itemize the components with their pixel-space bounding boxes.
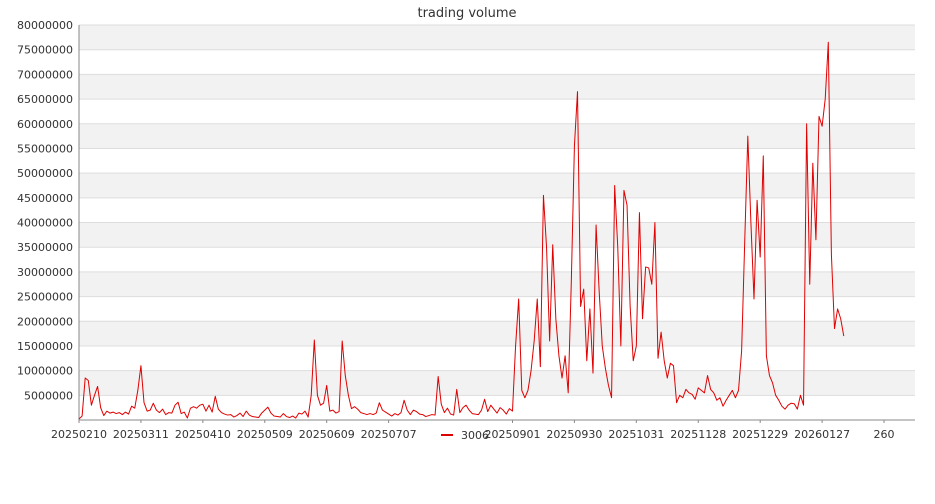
y-tick-label: 10000000 xyxy=(17,365,73,378)
x-tick-label: 20260127 xyxy=(794,428,850,441)
x-tick-label: 20250707 xyxy=(361,428,417,441)
y-tick-label: 5000000 xyxy=(24,389,73,402)
plot-band xyxy=(79,370,915,396)
x-tick-label: 20251031 xyxy=(608,428,664,441)
legend: 3006 xyxy=(441,429,489,442)
plot-band xyxy=(79,123,915,149)
x-tick-label: 20251229 xyxy=(732,428,788,441)
y-tick-label: 40000000 xyxy=(17,217,73,230)
y-tick-label: 15000000 xyxy=(17,340,73,353)
y-tick-label: 45000000 xyxy=(17,192,73,205)
y-tick-label: 35000000 xyxy=(17,241,73,254)
y-tick-labels: 5000000 10000000 15000000 20000000 25000000 3… xyxy=(17,19,73,402)
grid-lines xyxy=(79,24,915,396)
x-tick-label: 20250930 xyxy=(546,428,602,441)
plot-band xyxy=(79,271,915,297)
x-tick-label: 20250509 xyxy=(237,428,293,441)
x-tick-labels: 20250210 20250311 20250410 20250509 20250609… xyxy=(51,428,895,441)
y-tick-label: 25000000 xyxy=(17,291,73,304)
plot-bands xyxy=(79,25,915,396)
x-tick-label: 20250210 xyxy=(51,428,107,441)
plot-band xyxy=(79,25,915,50)
y-tick-label: 55000000 xyxy=(17,142,73,155)
plot-band xyxy=(79,222,915,248)
y-tick-label: 60000000 xyxy=(17,118,73,131)
series-line-3006 xyxy=(78,41,845,420)
plot-band xyxy=(79,74,915,100)
y-tick-label: 65000000 xyxy=(17,93,73,106)
x-tick-label: 20251128 xyxy=(670,428,726,441)
axes xyxy=(78,25,915,423)
y-tick-label: 75000000 xyxy=(17,44,73,57)
chart-title: trading volume xyxy=(417,6,516,21)
x-tick-label: 20250410 xyxy=(175,428,231,441)
y-tick-label: 70000000 xyxy=(17,68,73,81)
plot-band xyxy=(79,321,915,346)
legend-label: 3006 xyxy=(461,429,489,442)
series-lines xyxy=(78,41,845,420)
y-tick-label: 80000000 xyxy=(17,19,73,32)
y-tick-label: 20000000 xyxy=(17,315,73,328)
x-tick-label: 20250609 xyxy=(299,428,355,441)
x-tick-label: 260 xyxy=(874,428,895,441)
y-tick-label: 50000000 xyxy=(17,167,73,180)
y-tick-label: 30000000 xyxy=(17,266,73,279)
x-tick-label: 20250901 xyxy=(484,428,540,441)
plot-band xyxy=(79,173,915,198)
x-tick-label: 20250311 xyxy=(113,428,169,441)
